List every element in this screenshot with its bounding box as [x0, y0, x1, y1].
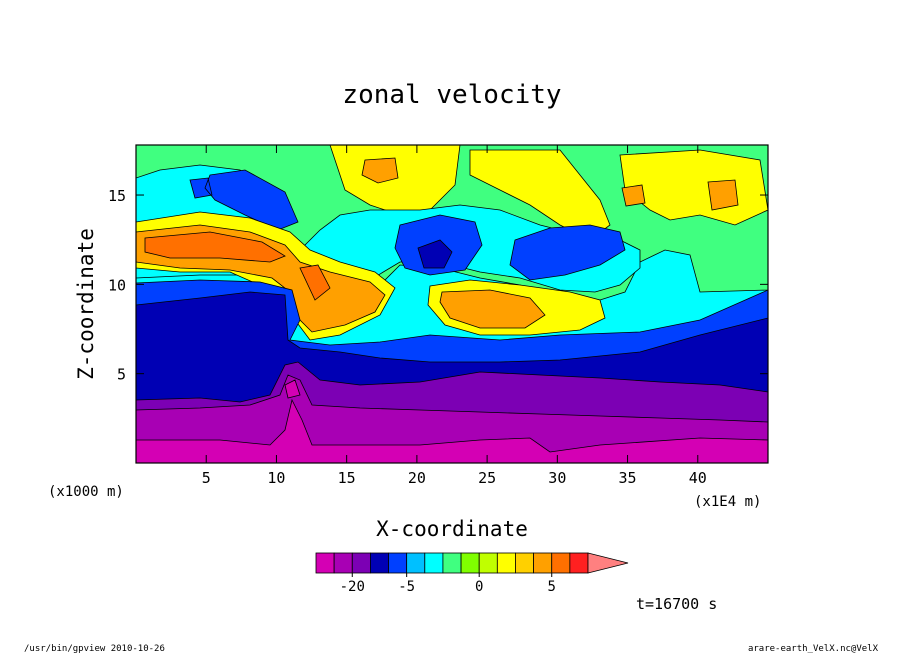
colorbar-swatch	[460, 552, 480, 574]
y-axis-label: Z-coordinate	[74, 228, 98, 380]
x-tick-label: 10	[267, 469, 285, 487]
y-tick-label: 15	[108, 187, 126, 205]
colorbar-swatch	[515, 552, 535, 574]
colorbar-swatch	[351, 552, 371, 574]
colorbar-swatch	[551, 552, 571, 574]
footer-left: /usr/bin/gpview 2010-10-26	[24, 644, 165, 654]
colorbar: -20 -5 0 5	[315, 552, 629, 595]
upper-blue-cells	[189, 169, 626, 281]
y-tick-label: 10	[108, 276, 126, 294]
chart-title: zonal velocity	[342, 80, 561, 110]
plot-area: 5 10 15 20 25 30 35 40 5 10 15	[108, 144, 769, 487]
colorbar-swatch	[478, 552, 498, 574]
x-tick-label: 25	[478, 469, 496, 487]
x-scale-note: (x1E4 m)	[694, 494, 761, 510]
y-axis: 5 10 15	[108, 187, 768, 384]
upper-orange-patches	[361, 157, 739, 211]
x-tick-label: 20	[408, 469, 426, 487]
colorbar-swatch	[388, 552, 408, 574]
x-axis-label: X-coordinate	[376, 517, 528, 541]
x-axis: 5 10 15 20 25 30 35 40	[202, 145, 707, 487]
colorbar-swatch	[406, 552, 426, 574]
colorbar-swatch	[496, 552, 516, 574]
x-tick-label: 40	[689, 469, 707, 487]
colorbar-swatch	[369, 552, 389, 574]
colorbar-swatch	[333, 552, 353, 574]
upper-navy-core	[417, 239, 453, 269]
colorbar-tick-label: 5	[548, 579, 556, 595]
x-tick-label: 5	[202, 469, 211, 487]
colorbar-swatch	[424, 552, 444, 574]
plot-frame	[135, 144, 769, 464]
colorbar-swatch	[442, 552, 462, 574]
x-tick-label: 35	[619, 469, 637, 487]
x-tick-label: 30	[548, 469, 566, 487]
time-label: t=16700 s	[636, 595, 717, 613]
footer-right: arare-earth_VelX.nc@VelX	[748, 644, 879, 654]
colorbar-tick-label: -20	[340, 579, 365, 595]
x-unit-note: (x1000 m)	[48, 484, 124, 500]
y-tick-label: 5	[117, 366, 126, 384]
jet-orange-strong	[144, 231, 331, 301]
colorbar-swatch	[569, 552, 589, 574]
colorbar-tick-label: -5	[398, 579, 415, 595]
x-tick-label: 15	[338, 469, 356, 487]
colorbar-overflow-arrow	[587, 552, 629, 574]
colorbar-swatch	[315, 552, 335, 574]
colorbar-tick-label: 0	[475, 579, 483, 595]
colorbar-swatch	[533, 552, 553, 574]
layer-magenta	[136, 379, 768, 463]
